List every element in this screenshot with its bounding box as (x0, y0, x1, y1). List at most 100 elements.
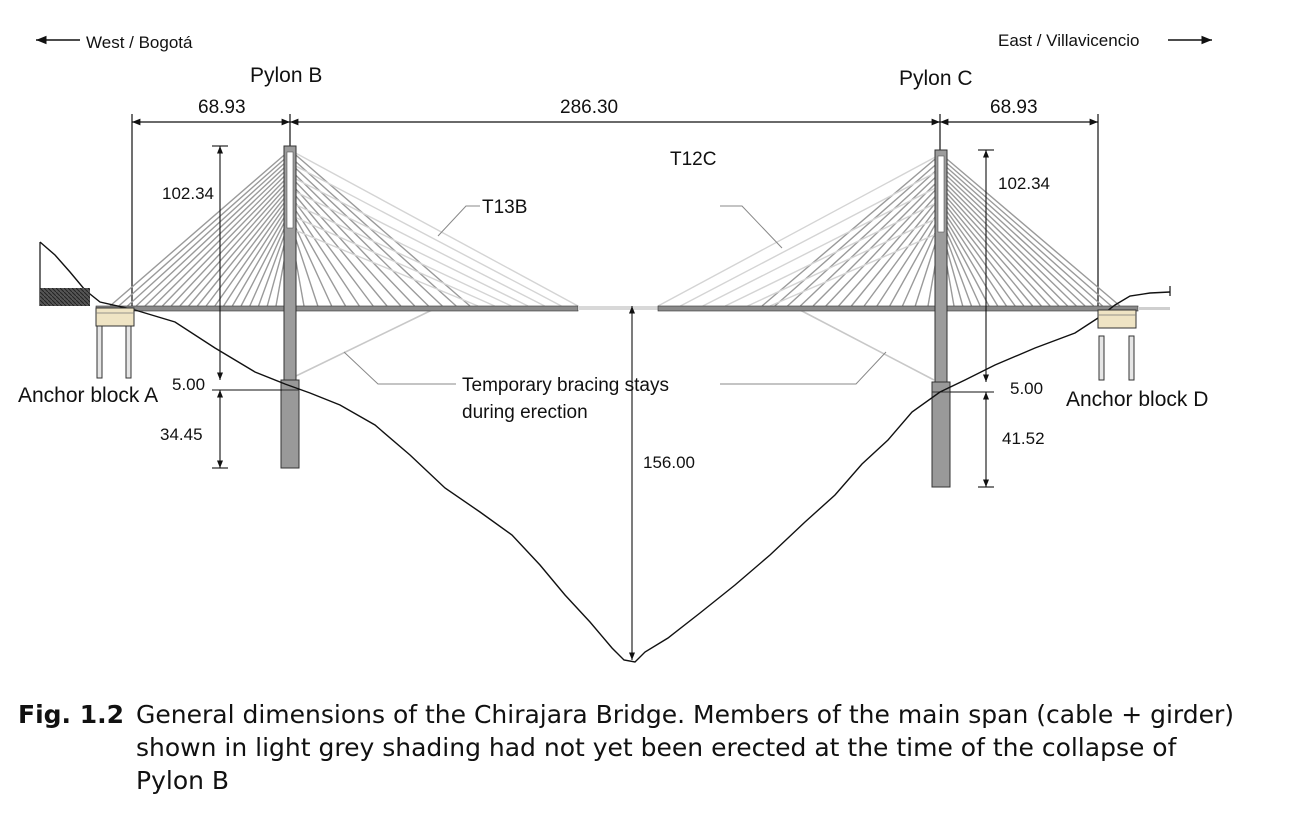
stay-cable (889, 213, 942, 307)
deck-east-extension (1138, 307, 1170, 310)
stay-cable (135, 161, 291, 307)
cable-t12c-label: T12C (670, 149, 716, 170)
stay-cable (222, 202, 291, 307)
valley-terrain-profile (39, 241, 1171, 663)
height-dimension-lines (212, 145, 994, 660)
stay-cable (289, 195, 374, 307)
stay-cable (940, 174, 1077, 307)
stay-cable (940, 206, 1008, 307)
pylon-c-above-height: 102.34 (998, 174, 1050, 193)
west-direction-arrow: West / Bogotá (36, 33, 193, 52)
stay-cable (940, 169, 1086, 307)
stay-cable (940, 157, 1112, 307)
cable-t13b-label: T13B (482, 197, 527, 218)
stay-cable (127, 157, 291, 307)
stay-cable (240, 211, 291, 307)
pylon-b-below-height: 34.45 (160, 425, 203, 444)
stay-cable-not-erected (289, 188, 529, 307)
pylon-c-title: Pylon C (899, 67, 973, 90)
stay-cable (118, 153, 291, 307)
stay-cable (289, 162, 443, 307)
stay-cable (940, 219, 981, 307)
stay-cable (289, 175, 416, 307)
stay-cable (161, 174, 291, 307)
stay-cable (289, 201, 360, 307)
bracing-label-line-2: during erection (462, 402, 588, 423)
temporary-bracing-stays (295, 309, 935, 381)
deck-east-erected (657, 305, 1139, 312)
pylon-c (931, 149, 951, 488)
stay-cable (940, 153, 1121, 307)
stay-cable (825, 183, 942, 307)
erected-stay-cables (109, 149, 1121, 307)
deck-west-erected (95, 305, 579, 312)
pylon-b-gap-height: 5.00 (172, 375, 205, 394)
stay-cable (289, 169, 429, 307)
stay-cable-not-erected (657, 153, 942, 307)
stay-cable (940, 161, 1103, 307)
anchor-block-d-label: Anchor block D (1066, 388, 1208, 411)
east-direction-label: East / Villavicencio (998, 31, 1139, 50)
stay-cable (812, 177, 942, 307)
stay-cable (289, 155, 457, 307)
span-dimension-lines (131, 114, 1099, 306)
anchor-block-d (1097, 309, 1137, 381)
pylon-c-below-height: 41.52 (1002, 429, 1045, 448)
stay-cable (196, 190, 291, 307)
stay-cable-not-erected (680, 168, 942, 307)
stay-cable (940, 190, 1042, 307)
figure-number: Fig. 1.2 (18, 700, 125, 729)
stay-cable (940, 182, 1060, 307)
stay-cable (940, 178, 1069, 307)
west-direction-label: West / Bogotá (86, 33, 193, 52)
pylon-c-gap-height: 5.00 (1010, 379, 1043, 398)
cable-leader-lines (343, 205, 887, 385)
stay-cable-not-erected (289, 227, 479, 307)
stay-cable-not-erected (289, 149, 579, 307)
stay-cable (940, 215, 990, 307)
stay-cable (799, 171, 942, 307)
stay-cable (289, 208, 347, 307)
span-west-label: 68.93 (198, 97, 246, 118)
not-erected-stay-cables (289, 149, 942, 307)
stay-cable (787, 165, 942, 307)
stay-cable (170, 178, 291, 307)
west-approach-hatch (40, 288, 90, 306)
stay-cable (940, 202, 1016, 307)
stay-cable (940, 198, 1025, 307)
span-east-label: 68.93 (990, 97, 1038, 118)
bridge-deck (95, 305, 1170, 312)
span-main-label: 286.30 (560, 97, 618, 118)
east-direction-arrow: East / Villavicencio (998, 31, 1212, 50)
pylon-b-title: Pylon B (250, 64, 322, 87)
pylon-b (280, 145, 300, 469)
stay-cable (289, 149, 471, 307)
stay-cable-not-erected (724, 200, 942, 307)
stay-cable-not-erected (769, 231, 942, 307)
stay-cable-not-erected (747, 215, 942, 307)
stay-cable (838, 189, 942, 307)
bridge-elevation-diagram: West / Bogotá East / Villavicencio Pylon… (18, 31, 1212, 663)
stay-cable-not-erected (289, 214, 495, 307)
stay-cable (188, 186, 291, 307)
stay-cable-not-erected (289, 175, 545, 307)
anchor-block-a (95, 307, 135, 379)
stay-cable (179, 182, 291, 307)
stay-cable (940, 165, 1095, 307)
stay-cable (214, 198, 291, 307)
stay-cable (109, 149, 291, 307)
stay-cable (231, 207, 291, 307)
stay-cable-not-erected (702, 184, 942, 307)
stay-cable (940, 186, 1051, 307)
stay-cable-not-erected (289, 162, 562, 307)
bracing-label-line-1: Temporary bracing stays (462, 375, 669, 396)
valley-depth-label: 156.00 (643, 453, 695, 472)
stay-cable (876, 207, 942, 307)
anchor-block-a-label: Anchor block A (18, 384, 158, 407)
pylon-b-above-height: 102.34 (162, 184, 214, 203)
stay-cable (289, 182, 402, 307)
stay-cable-not-erected (289, 201, 512, 307)
deck-center-not-erected (578, 306, 658, 310)
stay-cable (249, 215, 291, 307)
stay-cable (863, 201, 942, 307)
